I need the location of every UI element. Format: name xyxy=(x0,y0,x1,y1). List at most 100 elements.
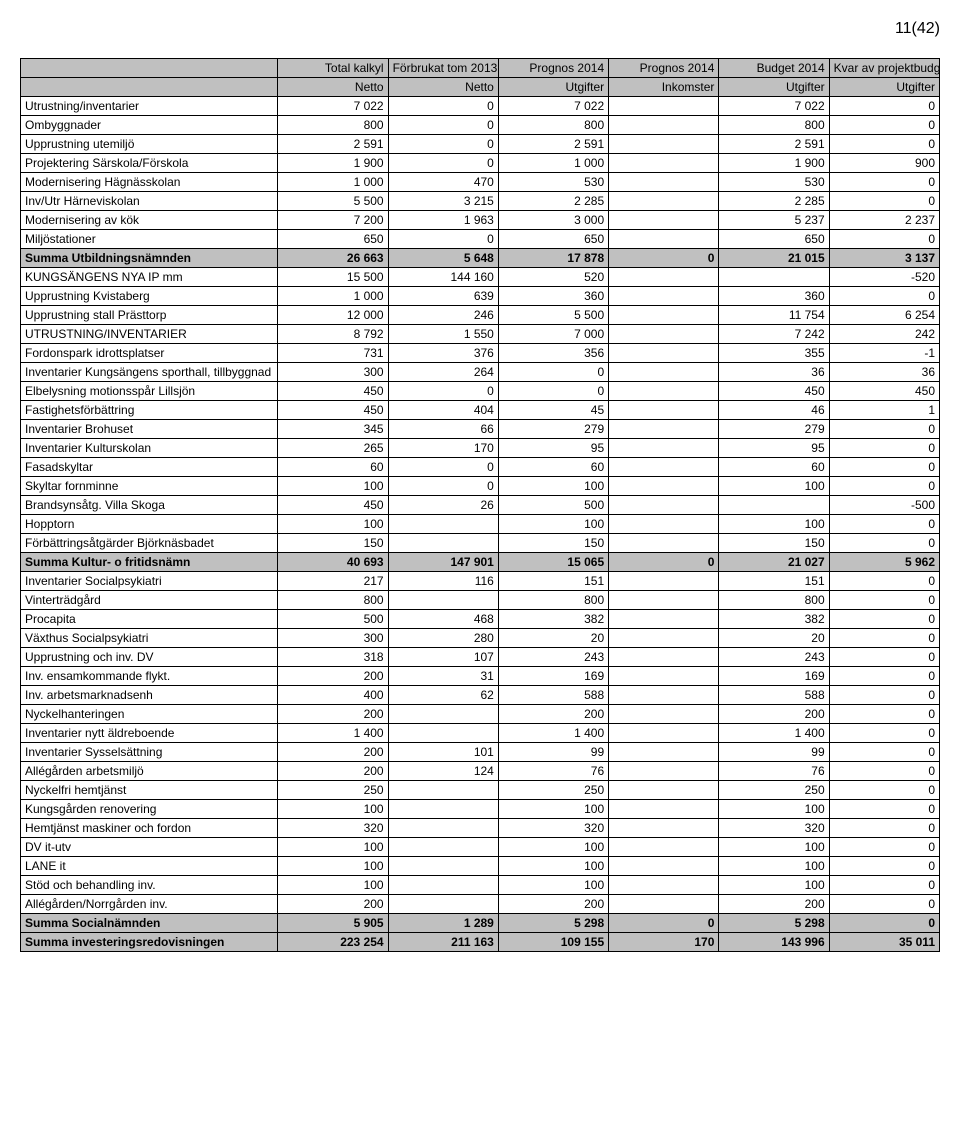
row-label: Skyltar fornminne xyxy=(21,477,278,496)
header-prognos-2: Prognos 2014 xyxy=(609,59,719,78)
row-value: 0 xyxy=(388,477,498,496)
row-value: 116 xyxy=(388,572,498,591)
row-label: LANE it xyxy=(21,857,278,876)
row-value: 0 xyxy=(829,230,939,249)
row-value: 0 xyxy=(829,287,939,306)
row-value: 45 xyxy=(498,401,608,420)
header-kvar: Kvar av projektbudget 2014 xyxy=(829,59,939,78)
row-label: Upprustning stall Prästtorp xyxy=(21,306,278,325)
row-value: 21 015 xyxy=(719,249,829,268)
row-value: 0 xyxy=(829,610,939,629)
row-value xyxy=(609,97,719,116)
row-value xyxy=(609,895,719,914)
row-value xyxy=(609,344,719,363)
row-value: 243 xyxy=(498,648,608,667)
row-value: 1 000 xyxy=(278,173,388,192)
row-value: -1 xyxy=(829,344,939,363)
row-value: 0 xyxy=(388,154,498,173)
row-value: 800 xyxy=(719,116,829,135)
row-value: 2 591 xyxy=(498,135,608,154)
row-value: 100 xyxy=(719,857,829,876)
table-row: Inventarier Kulturskolan26517095950 xyxy=(21,439,940,458)
row-value: 382 xyxy=(719,610,829,629)
row-value: 450 xyxy=(278,496,388,515)
row-value: 0 xyxy=(829,135,939,154)
row-label: Inventarier Kungsängens sporthall, tillb… xyxy=(21,363,278,382)
row-value: 15 065 xyxy=(498,553,608,572)
row-value: 280 xyxy=(388,629,498,648)
row-value: 360 xyxy=(719,287,829,306)
row-value xyxy=(609,857,719,876)
row-value: 500 xyxy=(278,610,388,629)
row-value: 0 xyxy=(829,192,939,211)
row-value xyxy=(388,781,498,800)
row-value: 35 011 xyxy=(829,933,939,952)
row-value: 36 xyxy=(829,363,939,382)
row-value: 17 878 xyxy=(498,249,608,268)
row-value: 360 xyxy=(498,287,608,306)
row-value xyxy=(609,496,719,515)
row-label: Inventarier Kulturskolan xyxy=(21,439,278,458)
row-value xyxy=(609,268,719,287)
row-label: Inventarier nytt äldreboende xyxy=(21,724,278,743)
row-value: 15 500 xyxy=(278,268,388,287)
row-value: 1 289 xyxy=(388,914,498,933)
row-value: 170 xyxy=(609,933,719,952)
row-value: 0 xyxy=(388,382,498,401)
row-value: 100 xyxy=(498,477,608,496)
row-value xyxy=(609,762,719,781)
row-value: 21 027 xyxy=(719,553,829,572)
row-value xyxy=(609,173,719,192)
row-value: 470 xyxy=(388,173,498,192)
row-value: 100 xyxy=(719,515,829,534)
row-value xyxy=(609,192,719,211)
row-value: 0 xyxy=(829,724,939,743)
row-value: 217 xyxy=(278,572,388,591)
row-label: Inventarier Sysselsättning xyxy=(21,743,278,762)
row-label: Elbelysning motionsspår Lillsjön xyxy=(21,382,278,401)
table-row: Upprustning och inv. DV3181072432430 xyxy=(21,648,940,667)
row-value: 731 xyxy=(278,344,388,363)
row-value xyxy=(609,116,719,135)
row-value: 7 022 xyxy=(498,97,608,116)
row-value: 66 xyxy=(388,420,498,439)
row-value: 99 xyxy=(498,743,608,762)
row-value: 450 xyxy=(719,382,829,401)
row-value xyxy=(609,154,719,173)
row-value xyxy=(609,287,719,306)
row-value: 800 xyxy=(498,591,608,610)
subheader-netto-1: Netto xyxy=(278,78,388,97)
subheader-inkomster: Inkomster xyxy=(609,78,719,97)
row-label: Upprustning utemiljö xyxy=(21,135,278,154)
row-value xyxy=(609,325,719,344)
row-value xyxy=(609,230,719,249)
row-label: Ombyggnader xyxy=(21,116,278,135)
row-value: 1 400 xyxy=(498,724,608,743)
row-value xyxy=(609,610,719,629)
row-value: 100 xyxy=(278,876,388,895)
table-row: Inv. ensamkommande flykt.200311691690 xyxy=(21,667,940,686)
row-value xyxy=(609,401,719,420)
row-label: UTRUSTNING/INVENTARIER xyxy=(21,325,278,344)
row-value: 5 500 xyxy=(498,306,608,325)
row-value: 0 xyxy=(388,135,498,154)
row-value: 200 xyxy=(278,895,388,914)
row-label: Allégården arbetsmiljö xyxy=(21,762,278,781)
row-value: 200 xyxy=(719,705,829,724)
row-value: 3 137 xyxy=(829,249,939,268)
row-value xyxy=(609,420,719,439)
row-label: Utrustning/inventarier xyxy=(21,97,278,116)
row-value: 0 xyxy=(829,572,939,591)
row-value: 100 xyxy=(498,876,608,895)
table-row: Fasadskyltar60060600 xyxy=(21,458,940,477)
row-value xyxy=(609,629,719,648)
row-value: 2 285 xyxy=(719,192,829,211)
table-row: Allégården arbetsmiljö20012476760 xyxy=(21,762,940,781)
row-value: 520 xyxy=(498,268,608,287)
table-row: Vinterträdgård8008008000 xyxy=(21,591,940,610)
row-value: 76 xyxy=(498,762,608,781)
row-value: 1 400 xyxy=(719,724,829,743)
row-value: 100 xyxy=(498,838,608,857)
table-row: Nyckelhanteringen2002002000 xyxy=(21,705,940,724)
row-label: Summa investeringsredovisningen xyxy=(21,933,278,952)
